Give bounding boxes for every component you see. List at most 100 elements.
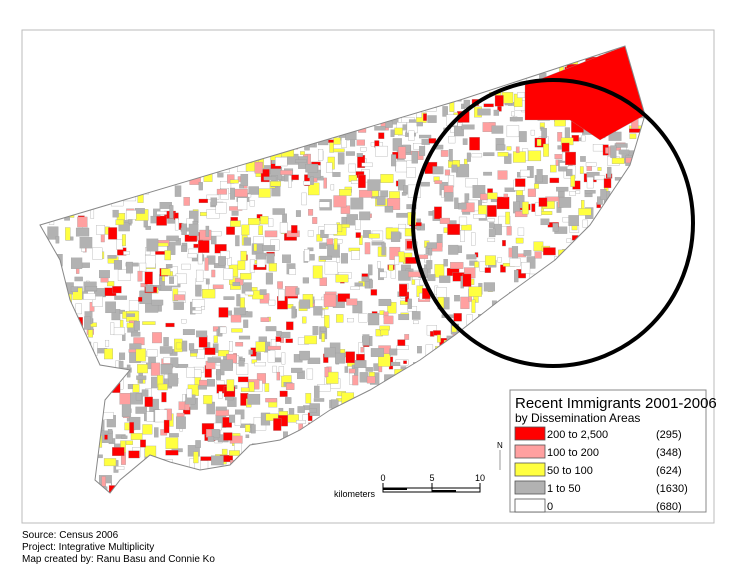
area-patch <box>454 197 459 210</box>
area-patch <box>584 190 596 194</box>
area-patch <box>198 182 203 191</box>
area-patch <box>213 335 218 343</box>
area-patch <box>380 174 394 183</box>
area-patch <box>107 255 117 259</box>
area-patch <box>495 138 505 151</box>
area-patch <box>473 214 486 219</box>
area-patch <box>260 317 270 322</box>
area-patch <box>125 440 133 445</box>
area-patch <box>270 181 282 187</box>
area-patch <box>229 341 233 352</box>
area-patch <box>132 384 140 393</box>
area-patch <box>517 227 525 236</box>
area-patch <box>543 143 549 157</box>
area-patch <box>355 232 361 238</box>
area-patch <box>243 319 249 328</box>
area-patch <box>465 178 478 188</box>
area-patch <box>105 339 110 347</box>
area-patch <box>466 254 477 260</box>
area-patch <box>308 209 314 216</box>
area-patch <box>330 184 335 191</box>
area-patch <box>245 434 250 439</box>
area-patch <box>365 367 373 372</box>
area-patch <box>173 294 185 301</box>
area-patch <box>312 265 323 279</box>
area-patch <box>307 230 314 237</box>
area-patch <box>559 197 572 208</box>
area-patch <box>568 215 579 226</box>
area-patch <box>536 169 543 183</box>
area-patch <box>406 240 413 249</box>
area-patch <box>348 163 356 173</box>
area-patch <box>509 117 523 122</box>
area-patch <box>471 299 476 313</box>
area-patch <box>611 157 625 164</box>
area-patch <box>327 244 340 258</box>
area-patch <box>375 145 388 157</box>
area-patch <box>484 267 491 273</box>
area-patch <box>295 287 300 295</box>
area-patch <box>503 193 508 198</box>
area-patch <box>454 295 460 302</box>
area-patch <box>278 366 285 377</box>
area-patch <box>275 336 282 342</box>
area-patch <box>118 222 130 232</box>
area-patch <box>351 250 360 260</box>
area-patch <box>99 270 110 279</box>
area-patch <box>355 219 361 230</box>
area-patch <box>600 189 607 200</box>
area-patch <box>79 237 93 249</box>
area-patch <box>518 131 527 143</box>
area-patch <box>333 238 338 250</box>
area-patch <box>493 109 500 116</box>
area-patch <box>302 277 309 284</box>
area-patch <box>318 201 330 208</box>
area-patch <box>296 420 306 424</box>
area-patch <box>392 138 402 151</box>
area-patch <box>434 206 442 220</box>
area-patch <box>374 126 386 131</box>
area-patch <box>337 224 343 233</box>
area-patch <box>406 167 416 178</box>
area-patch <box>240 273 252 280</box>
area-patch <box>113 327 125 336</box>
area-patch <box>332 172 341 177</box>
area-patch <box>420 181 430 187</box>
area-patch <box>316 234 323 242</box>
area-patch <box>219 326 227 334</box>
area-patch <box>117 269 131 281</box>
area-patch <box>527 188 536 197</box>
area-patch <box>281 352 286 365</box>
area-patch <box>263 176 277 181</box>
area-patch <box>301 192 307 206</box>
area-patch <box>202 289 216 299</box>
area-patch <box>169 276 175 284</box>
area-patch <box>406 204 417 210</box>
area-patch <box>195 440 201 448</box>
area-patch <box>285 383 295 390</box>
area-patch <box>211 231 222 237</box>
area-patch <box>515 237 524 244</box>
area-patch <box>347 318 354 323</box>
area-patch <box>146 238 159 252</box>
area-patch <box>396 212 410 218</box>
area-patch <box>453 313 462 322</box>
scale-bar: kilometers 0 5 10 <box>334 473 485 499</box>
area-patch <box>258 225 263 236</box>
area-patch <box>379 271 387 278</box>
area-patch <box>367 179 381 191</box>
area-patch <box>159 346 173 354</box>
area-patch <box>135 348 146 362</box>
area-patch <box>146 349 158 357</box>
area-patch <box>376 196 386 206</box>
area-patch <box>362 334 370 346</box>
area-patch <box>70 257 83 269</box>
area-patch <box>323 177 327 189</box>
area-patch <box>268 299 276 306</box>
area-patch <box>265 398 277 403</box>
area-patch <box>405 257 417 264</box>
area-patch <box>552 223 559 232</box>
area-patch <box>236 294 241 307</box>
area-patch <box>497 257 502 263</box>
